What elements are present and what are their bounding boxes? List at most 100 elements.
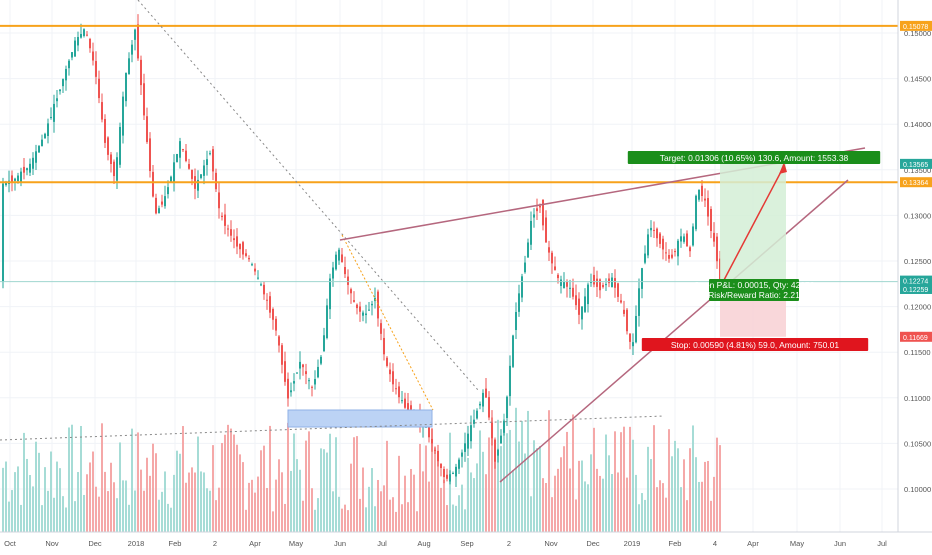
volume-bar — [23, 432, 25, 532]
volume-bar — [293, 433, 295, 532]
candle-body — [713, 232, 715, 242]
volume-bar — [17, 466, 19, 532]
price-tick-label: 0.14500 — [904, 75, 931, 84]
volume-bar — [374, 506, 376, 532]
candle-body — [653, 229, 655, 231]
candle-body — [317, 366, 319, 378]
risk-reward-label: Risk/Reward Ratio: 2.21 — [708, 290, 800, 300]
candle-body — [548, 247, 550, 253]
candle-body — [464, 443, 466, 452]
candle-body — [14, 178, 16, 181]
volume-bar — [515, 407, 517, 532]
candle-body — [299, 361, 301, 369]
volume-bar — [368, 486, 370, 532]
stop-label: Stop: 0.00590 (4.81%) 59.0, Amount: 750.… — [671, 340, 840, 350]
price-badge-bg — [900, 20, 932, 31]
volume-bar — [221, 443, 223, 532]
candle-body — [554, 266, 556, 270]
volume-bar — [395, 511, 397, 532]
volume-bar — [80, 425, 82, 532]
volume-bar — [455, 505, 457, 532]
volume-bar — [434, 447, 436, 532]
trade-arrow-head — [779, 162, 787, 174]
candle-body — [131, 44, 133, 55]
volume-bar — [2, 467, 4, 532]
volume-bar — [422, 471, 424, 532]
candle-body — [170, 176, 172, 182]
candle-body — [626, 309, 628, 332]
candle-body — [581, 306, 583, 320]
candle-body — [473, 419, 475, 424]
candle-body — [311, 386, 313, 388]
volume-bar — [251, 479, 253, 532]
volume-bar — [689, 448, 691, 532]
volume-bar — [20, 504, 22, 532]
candle-body — [353, 300, 355, 302]
volume-bar — [242, 462, 244, 532]
volume-bar — [659, 480, 661, 532]
volume-bar — [620, 432, 622, 532]
volume-bar — [500, 446, 502, 532]
volume-bar — [119, 442, 121, 532]
volume-bar — [695, 457, 697, 532]
candle-body — [476, 410, 478, 419]
volume-bar — [176, 450, 178, 532]
volume-bar — [275, 479, 277, 532]
volume-bar — [545, 483, 547, 532]
candle-body — [686, 233, 688, 247]
candle-body — [377, 291, 379, 319]
candle-body — [11, 175, 13, 182]
candle-body — [293, 381, 295, 384]
volume-bar — [248, 482, 250, 532]
volume-bar — [623, 426, 625, 532]
candle-body — [383, 337, 385, 355]
pnl-label-bg — [709, 279, 799, 301]
dotted-trendline — [0, 415, 665, 441]
candle-body — [296, 372, 298, 374]
volume-bar — [551, 497, 553, 532]
candle-body — [110, 154, 112, 164]
volume-bar — [392, 497, 394, 532]
candle-body — [89, 38, 91, 49]
candle-body — [95, 61, 97, 77]
volume-bar — [578, 460, 580, 532]
volume-bar — [308, 431, 310, 532]
candle-body — [437, 450, 439, 462]
volume-bar — [491, 410, 493, 532]
volume-bar — [68, 427, 70, 532]
price-tick-label: 0.10000 — [904, 485, 931, 494]
candle-body — [158, 208, 160, 214]
candle-body — [521, 276, 523, 298]
volume-bar — [653, 425, 655, 532]
volume-bar — [641, 493, 643, 532]
volume-bar — [47, 490, 49, 532]
candle-body — [647, 234, 649, 256]
candle-body — [539, 206, 541, 208]
time-tick-label: Feb — [669, 539, 682, 548]
volume-bar — [428, 481, 430, 532]
candle-body — [5, 181, 7, 186]
pnl-label: Open P&L: 0.00015, Qty: 42372 — [694, 280, 815, 290]
candle-body — [176, 154, 178, 163]
candle-body — [392, 371, 394, 385]
volume-bar — [575, 499, 577, 532]
volume-bar — [332, 491, 334, 532]
volume-bar — [617, 472, 619, 532]
volume-bar — [638, 504, 640, 532]
candle-body — [152, 171, 154, 197]
volume-bar — [701, 481, 703, 532]
price-axis[interactable]: 0.15000 0.14500 0.14000 0.13500 0.13000 0.125… — [897, 0, 932, 532]
time-axis[interactable]: Oct Nov Dec 2018 Feb 2 Apr May Jun Jul Aug Sep 2 Nov D… — [0, 531, 932, 548]
candle-body — [443, 469, 445, 478]
candle-body — [65, 68, 67, 81]
candle-body — [395, 388, 397, 390]
candle-body — [629, 333, 631, 342]
volume-bar — [125, 480, 127, 532]
candle-body — [44, 133, 46, 139]
price-tick-label: 0.13500 — [904, 166, 931, 175]
candle-body — [512, 335, 514, 367]
volume-bar — [350, 463, 352, 532]
price-badge-label: 0.11669 — [903, 335, 928, 342]
